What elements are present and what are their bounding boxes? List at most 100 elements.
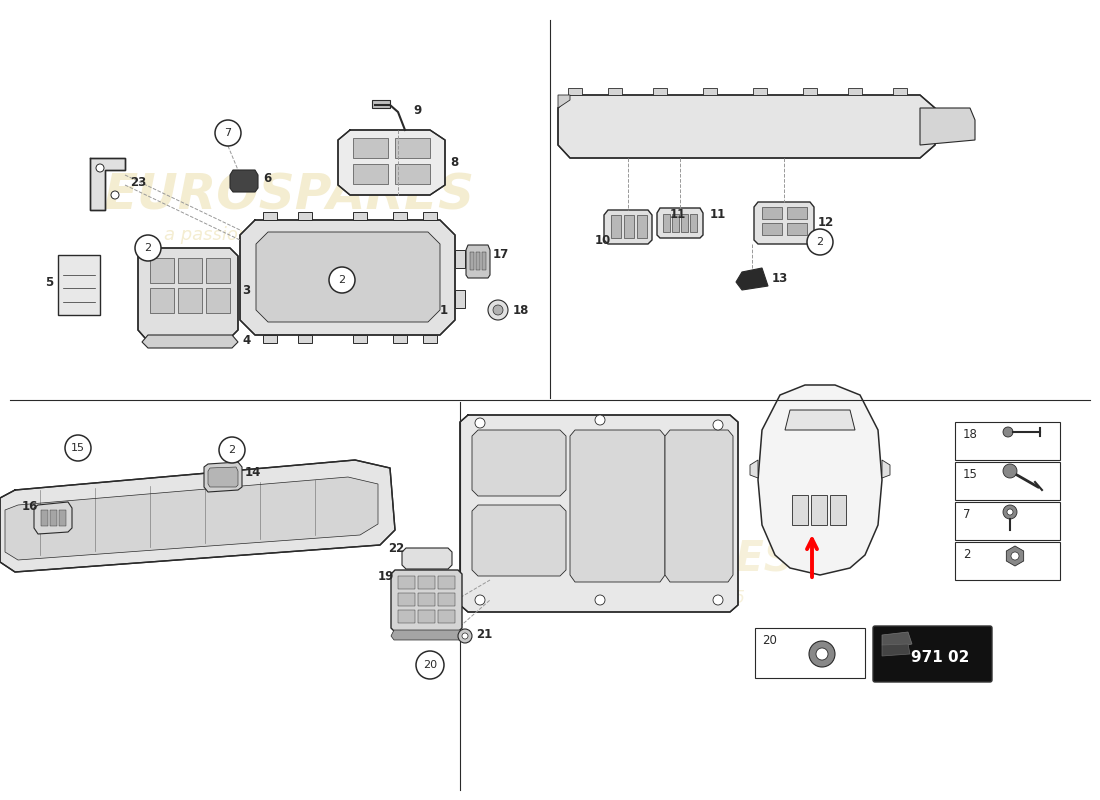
Text: 4: 4 (242, 334, 251, 346)
Polygon shape (395, 138, 430, 158)
Polygon shape (786, 223, 807, 235)
Polygon shape (138, 248, 238, 338)
Polygon shape (393, 212, 407, 220)
Polygon shape (830, 495, 846, 525)
Polygon shape (690, 214, 697, 232)
Polygon shape (472, 430, 566, 496)
Circle shape (713, 420, 723, 430)
Polygon shape (736, 268, 768, 290)
Polygon shape (470, 252, 474, 270)
Polygon shape (263, 335, 277, 343)
Circle shape (219, 437, 245, 463)
Polygon shape (298, 212, 312, 220)
Circle shape (458, 629, 472, 643)
Polygon shape (663, 214, 670, 232)
Text: 13: 13 (772, 271, 789, 285)
Polygon shape (754, 88, 767, 95)
Polygon shape (460, 415, 738, 612)
Polygon shape (206, 258, 230, 283)
Polygon shape (455, 250, 465, 268)
Polygon shape (703, 88, 717, 95)
Polygon shape (150, 288, 174, 313)
Text: 11: 11 (670, 209, 686, 222)
Circle shape (493, 305, 503, 315)
Bar (755, 628, 865, 678)
Text: a passion for parts since 1985: a passion for parts since 1985 (495, 589, 746, 607)
Circle shape (475, 418, 485, 428)
Polygon shape (466, 245, 490, 278)
Polygon shape (568, 88, 582, 95)
Polygon shape (848, 88, 862, 95)
Polygon shape (681, 214, 688, 232)
Text: 5: 5 (45, 275, 53, 289)
Polygon shape (438, 576, 455, 589)
Polygon shape (230, 170, 258, 192)
Polygon shape (672, 214, 679, 232)
Text: 2: 2 (962, 547, 970, 561)
Polygon shape (424, 335, 437, 343)
Circle shape (329, 267, 355, 293)
Polygon shape (438, 593, 455, 606)
Polygon shape (785, 410, 855, 430)
Text: 19: 19 (378, 570, 395, 582)
Polygon shape (142, 335, 238, 348)
Polygon shape (0, 460, 395, 572)
Polygon shape (882, 632, 912, 648)
Circle shape (595, 595, 605, 605)
Circle shape (96, 164, 104, 172)
Text: 21: 21 (476, 627, 493, 641)
Text: 18: 18 (962, 427, 978, 441)
Polygon shape (402, 548, 452, 569)
Polygon shape (604, 210, 652, 244)
Polygon shape (34, 502, 72, 534)
Polygon shape (893, 88, 907, 95)
Circle shape (1003, 464, 1018, 478)
Text: 15: 15 (962, 467, 978, 481)
Circle shape (808, 641, 835, 667)
Polygon shape (418, 576, 434, 589)
Polygon shape (792, 495, 808, 525)
Polygon shape (353, 212, 367, 220)
Polygon shape (204, 462, 242, 492)
Polygon shape (395, 164, 430, 184)
Polygon shape (608, 88, 622, 95)
Polygon shape (398, 610, 415, 623)
Bar (955, 422, 1060, 460)
Circle shape (816, 648, 828, 660)
Polygon shape (637, 215, 647, 238)
Circle shape (488, 300, 508, 320)
Polygon shape (90, 158, 125, 210)
Circle shape (111, 191, 119, 199)
Polygon shape (208, 467, 238, 487)
Circle shape (595, 415, 605, 425)
Polygon shape (6, 477, 378, 560)
Text: 7: 7 (962, 507, 970, 521)
Text: 971 02: 971 02 (911, 650, 969, 666)
Polygon shape (438, 610, 455, 623)
Text: 16: 16 (22, 499, 38, 513)
Polygon shape (256, 232, 440, 322)
Polygon shape (750, 460, 758, 478)
Text: 8: 8 (450, 155, 459, 169)
Circle shape (807, 229, 833, 255)
Polygon shape (657, 208, 703, 238)
Text: 10: 10 (595, 234, 612, 246)
Polygon shape (390, 630, 462, 640)
Text: 17: 17 (493, 249, 509, 262)
Text: 2: 2 (229, 445, 235, 455)
Circle shape (462, 633, 468, 639)
Polygon shape (178, 258, 202, 283)
Polygon shape (762, 223, 782, 235)
Bar (955, 462, 1060, 500)
FancyBboxPatch shape (873, 626, 992, 682)
Text: 15: 15 (72, 443, 85, 453)
Polygon shape (653, 88, 667, 95)
Polygon shape (570, 430, 666, 582)
Polygon shape (472, 505, 566, 576)
Text: 9: 9 (412, 103, 421, 117)
Text: EUROSPARES: EUROSPARES (104, 171, 475, 219)
Circle shape (1006, 509, 1013, 515)
Polygon shape (558, 95, 570, 108)
Polygon shape (393, 335, 407, 343)
Polygon shape (353, 335, 367, 343)
